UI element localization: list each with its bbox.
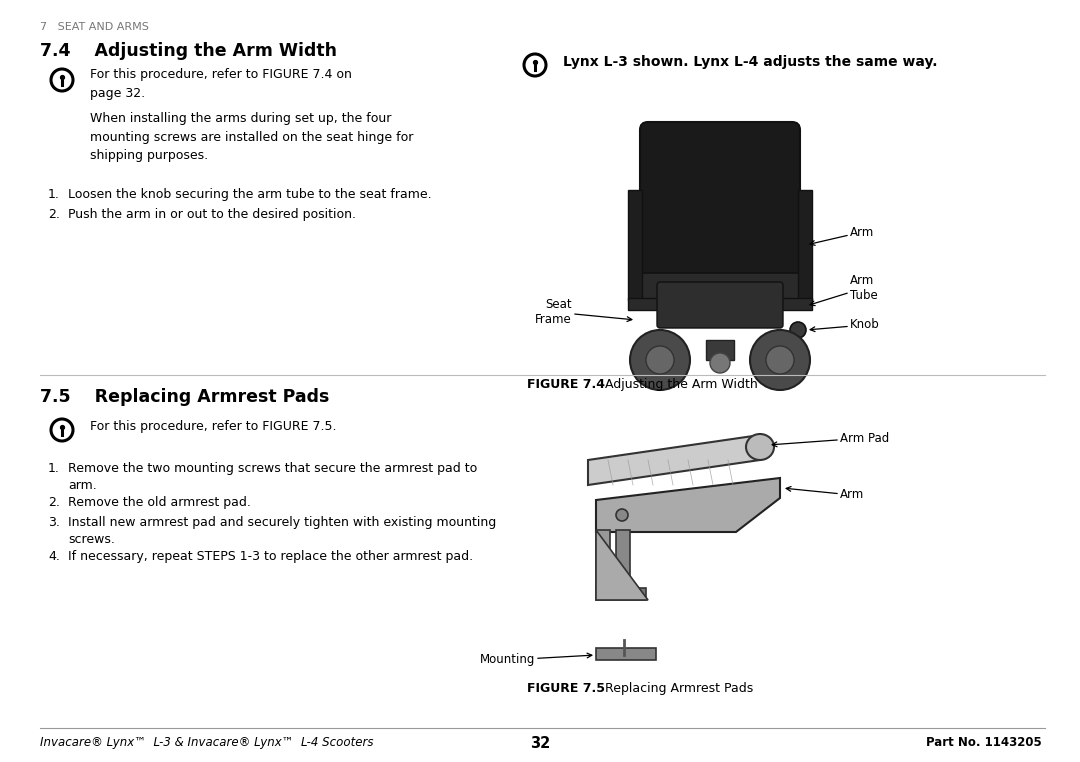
Polygon shape [596,478,780,532]
FancyBboxPatch shape [640,122,800,298]
Text: 32: 32 [530,736,550,751]
Text: Loosen the knob securing the arm tube to the seat frame.: Loosen the knob securing the arm tube to… [68,188,432,201]
Circle shape [789,322,806,338]
Circle shape [646,346,674,374]
Polygon shape [596,530,648,600]
FancyBboxPatch shape [616,530,630,590]
Circle shape [524,54,546,76]
Text: Mounting: Mounting [480,653,592,667]
Text: 4.: 4. [48,550,59,563]
Text: 1.: 1. [48,188,59,201]
Circle shape [710,353,730,373]
FancyBboxPatch shape [627,190,642,300]
FancyBboxPatch shape [596,648,656,660]
Text: Remove the old armrest pad.: Remove the old armrest pad. [68,496,251,509]
FancyBboxPatch shape [798,190,812,300]
Text: Push the arm in or out to the desired position.: Push the arm in or out to the desired po… [68,208,356,221]
Text: Part No. 1143205: Part No. 1143205 [927,736,1042,749]
Text: Replacing Armrest Pads: Replacing Armrest Pads [605,682,753,695]
Text: FIGURE 7.5: FIGURE 7.5 [527,682,605,695]
Text: If necessary, repeat STEPS 1-3 to replace the other armrest pad.: If necessary, repeat STEPS 1-3 to replac… [68,550,473,563]
Text: Arm: Arm [810,226,874,245]
Circle shape [766,346,794,374]
FancyBboxPatch shape [657,282,783,328]
Text: Remove the two mounting screws that secure the armrest pad to
arm.: Remove the two mounting screws that secu… [68,462,477,492]
Circle shape [750,330,810,390]
Text: Install new armrest pad and securely tighten with existing mounting
screws.: Install new armrest pad and securely tig… [68,516,496,546]
Ellipse shape [746,434,774,460]
FancyBboxPatch shape [596,530,610,590]
Text: 2.: 2. [48,496,59,509]
Text: 7   SEAT AND ARMS: 7 SEAT AND ARMS [40,22,149,32]
Text: For this procedure, refer to FIGURE 7.5.: For this procedure, refer to FIGURE 7.5. [90,420,337,433]
Text: Adjusting the Arm Width: Adjusting the Arm Width [605,378,758,391]
Text: Lynx L-3 shown. Lynx L-4 adjusts the same way.: Lynx L-3 shown. Lynx L-4 adjusts the sam… [563,55,937,69]
Text: For this procedure, refer to FIGURE 7.4 on
page 32.: For this procedure, refer to FIGURE 7.4 … [90,68,352,100]
Text: Knob: Knob [810,319,880,331]
FancyBboxPatch shape [627,298,680,310]
Text: Invacare® Lynx™  L-3 & Invacare® Lynx™  L-4 Scooters: Invacare® Lynx™ L-3 & Invacare® Lynx™ L-… [40,736,374,749]
Text: Arm Pad: Arm Pad [772,431,889,447]
Circle shape [616,509,627,521]
Circle shape [51,69,73,91]
Text: When installing the arms during set up, the four
mounting screws are installed o: When installing the arms during set up, … [90,112,414,162]
FancyBboxPatch shape [634,273,804,309]
FancyBboxPatch shape [596,588,646,600]
FancyBboxPatch shape [760,298,812,310]
Text: FIGURE 7.4: FIGURE 7.4 [527,378,605,391]
Text: Arm
Tube: Arm Tube [810,274,878,306]
Polygon shape [588,435,760,485]
Text: 3.: 3. [48,516,59,529]
Circle shape [630,330,690,390]
Text: Seat
Frame: Seat Frame [536,298,632,326]
Text: 1.: 1. [48,462,59,475]
Text: 7.4    Adjusting the Arm Width: 7.4 Adjusting the Arm Width [40,42,337,60]
FancyBboxPatch shape [706,340,734,360]
Text: 7.5    Replacing Armrest Pads: 7.5 Replacing Armrest Pads [40,388,329,406]
Circle shape [51,419,73,441]
Text: 2.: 2. [48,208,59,221]
Text: Arm: Arm [786,486,864,501]
